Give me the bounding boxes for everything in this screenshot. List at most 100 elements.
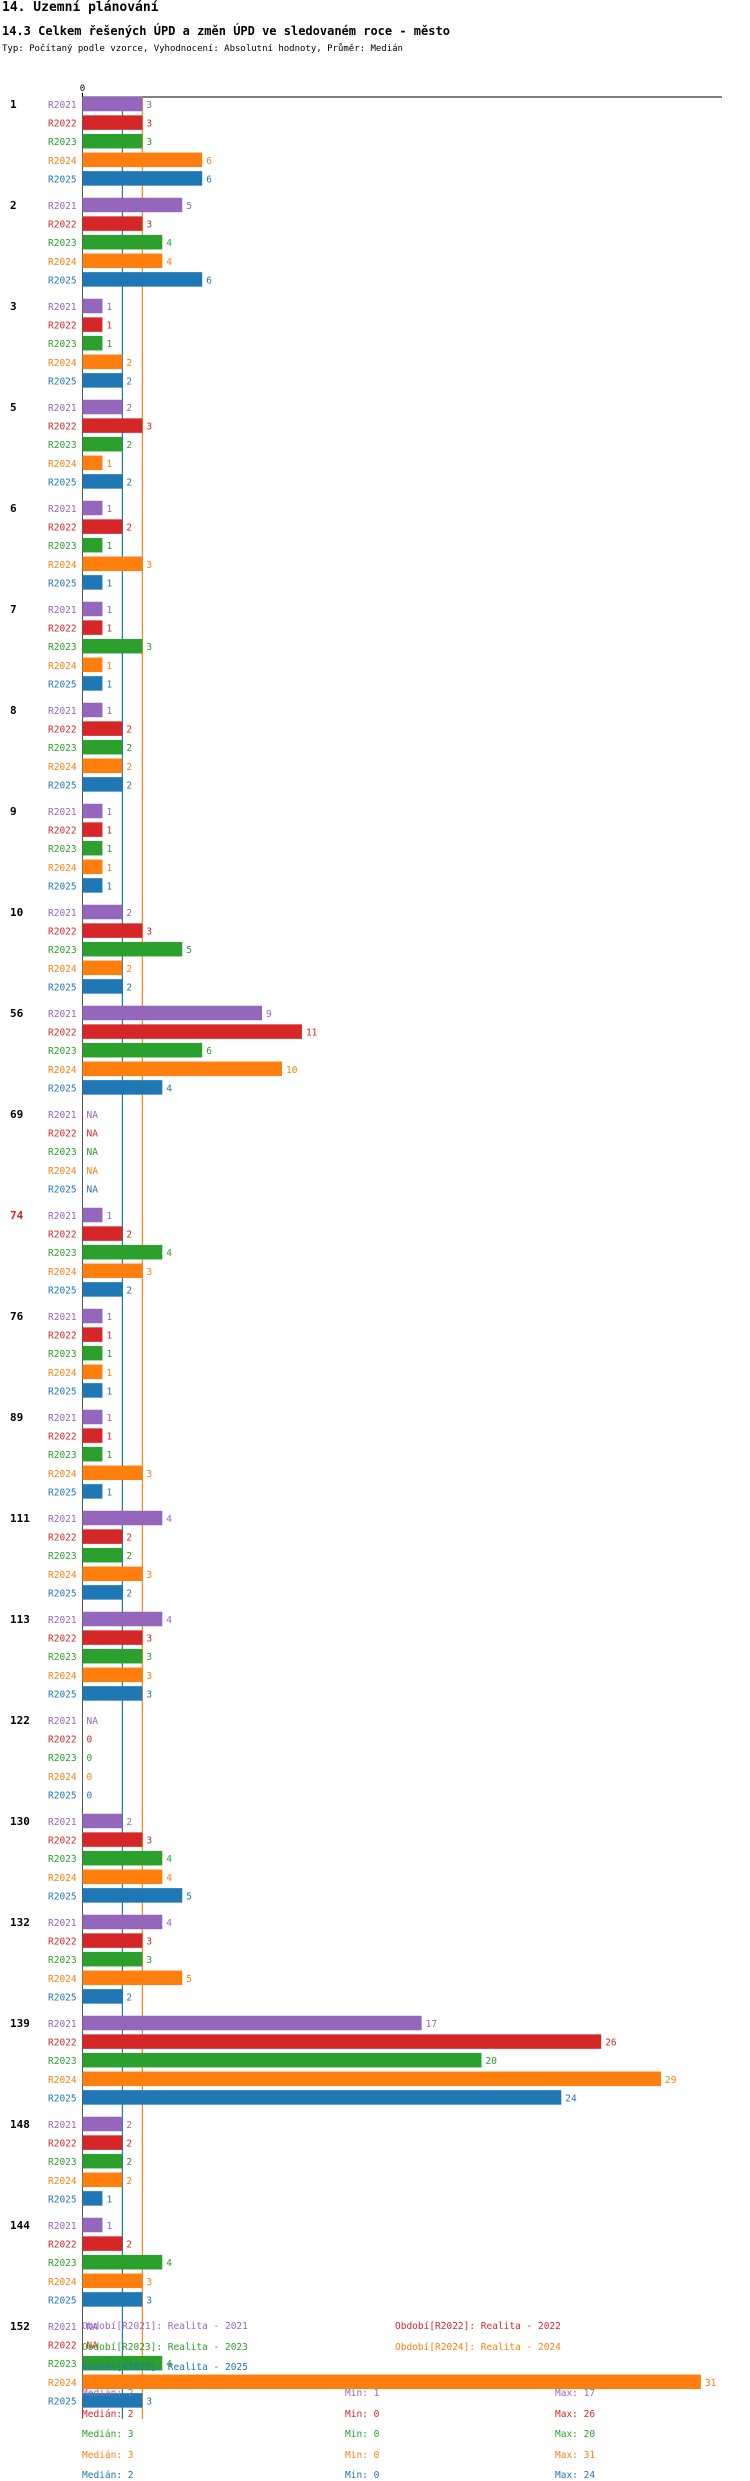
data-label: 3 xyxy=(146,100,152,111)
data-label: 1 xyxy=(106,1432,112,1443)
series-label: R2021 xyxy=(48,1514,77,1525)
series-label: R2022 xyxy=(48,1331,77,1342)
data-label: 1 xyxy=(106,1368,112,1379)
bar xyxy=(82,1005,263,1021)
series-label: R2025 xyxy=(48,1083,77,1094)
bar xyxy=(82,878,103,893)
data-label: 1 xyxy=(106,302,112,313)
bar xyxy=(82,923,143,938)
data-label: 5 xyxy=(186,1891,192,1902)
data-label: 1 xyxy=(106,2194,112,2205)
series-label: R2021 xyxy=(48,2322,77,2333)
series-label: R2024 xyxy=(48,1570,77,1581)
data-label: 1 xyxy=(106,661,112,672)
series-label: R2022 xyxy=(48,2240,77,2251)
category-label: 8 xyxy=(10,704,17,717)
data-label: 2 xyxy=(126,523,132,534)
series-label: R2025 xyxy=(48,679,77,690)
data-label: 2 xyxy=(126,1285,132,1296)
bar xyxy=(82,1383,103,1398)
stat-min: Min: 1 xyxy=(345,2388,380,2399)
data-label: 3 xyxy=(146,927,152,938)
category-label: 56 xyxy=(10,1007,24,1020)
bar xyxy=(82,152,203,168)
data-label: 2 xyxy=(126,376,132,387)
series-label: R2022 xyxy=(48,725,77,736)
data-label: 1 xyxy=(106,541,112,552)
bar xyxy=(82,1686,143,1701)
data-label: 4 xyxy=(166,257,172,268)
bar xyxy=(82,2015,422,2031)
data-label: 0 xyxy=(87,1753,93,1764)
bar xyxy=(82,1024,302,1039)
data-label: 1 xyxy=(106,339,112,350)
series-label: R2024 xyxy=(48,1469,77,1480)
data-label: 3 xyxy=(146,119,152,130)
data-label: 3 xyxy=(146,2277,152,2288)
series-label: R2023 xyxy=(48,1349,77,1360)
category-label: 10 xyxy=(10,906,23,919)
category-label: 9 xyxy=(10,805,17,818)
bar xyxy=(82,1888,183,1903)
data-label: 5 xyxy=(186,1974,192,1985)
data-label: 2 xyxy=(126,780,132,791)
series-label: R2023 xyxy=(48,743,77,754)
bar xyxy=(82,216,143,231)
series-label: R2022 xyxy=(48,1129,77,1140)
data-label: 3 xyxy=(146,1634,152,1645)
data-label: 3 xyxy=(146,137,152,148)
series-label: R2022 xyxy=(48,2341,77,2352)
series-label: R2022 xyxy=(48,2038,77,2049)
series-label: R2024 xyxy=(48,560,77,571)
data-label: 2 xyxy=(126,2120,132,2131)
bar xyxy=(82,1970,183,1986)
data-label: 26 xyxy=(605,2038,617,2049)
bar xyxy=(82,1409,103,1425)
bar xyxy=(82,941,183,957)
bar xyxy=(82,537,103,553)
category-label: 3 xyxy=(10,300,17,313)
series-label: R2021 xyxy=(48,1211,77,1222)
data-label: 2 xyxy=(126,1588,132,1599)
data-label: 6 xyxy=(206,174,212,185)
data-label: 1 xyxy=(106,706,112,717)
series-label: R2021 xyxy=(48,908,77,919)
data-label: 6 xyxy=(206,1046,212,1057)
data-label: 2 xyxy=(126,964,132,975)
bar xyxy=(82,1364,103,1380)
series-label: R2023 xyxy=(48,2157,77,2168)
series-label: R2023 xyxy=(48,945,77,956)
series-label: R2023 xyxy=(48,1551,77,1562)
data-label: 2 xyxy=(126,2139,132,2150)
bar xyxy=(82,1345,103,1361)
data-label: 2 xyxy=(126,358,132,369)
data-label: 0 xyxy=(87,1772,93,1783)
data-label: 1 xyxy=(106,1349,112,1360)
bar xyxy=(82,272,203,287)
bar xyxy=(82,234,163,250)
series-label: R2023 xyxy=(48,238,77,249)
bar xyxy=(82,1648,143,1664)
series-label: R2021 xyxy=(48,706,77,717)
data-label: 2 xyxy=(126,440,132,451)
series-label: R2024 xyxy=(48,1671,77,1682)
bar xyxy=(82,1327,103,1342)
bar xyxy=(82,1263,143,1279)
series-label: R2024 xyxy=(48,2378,77,2389)
na-label: NA xyxy=(87,1716,99,1727)
bar xyxy=(82,960,123,976)
data-label: 2 xyxy=(126,725,132,736)
bar xyxy=(82,1813,123,1829)
series-label: R2021 xyxy=(48,201,77,212)
series-label: R2025 xyxy=(48,2295,77,2306)
bar xyxy=(82,335,103,351)
bar xyxy=(82,1933,143,1948)
series-label: R2021 xyxy=(48,1110,77,1121)
na-label: NA xyxy=(87,2322,99,2333)
category-label: 152 xyxy=(10,2320,30,2333)
category-label: 69 xyxy=(10,1108,23,1121)
category-label: 139 xyxy=(10,2017,30,2030)
bar xyxy=(82,601,103,617)
bar xyxy=(82,1080,163,1095)
bar xyxy=(82,1042,203,1058)
